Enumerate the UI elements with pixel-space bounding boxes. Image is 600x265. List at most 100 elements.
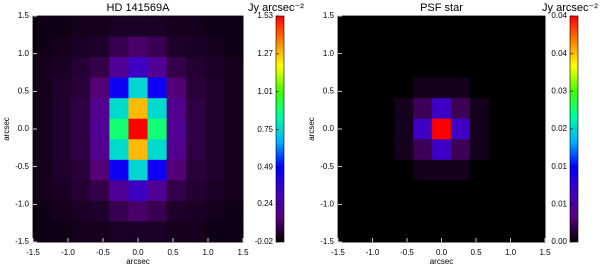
heatmap-cell: [413, 57, 433, 79]
heatmap-cell: [394, 118, 414, 140]
heatmap-cell: [223, 98, 244, 120]
heatmap-cell: [394, 221, 414, 243]
heatmap-cell: [432, 139, 452, 161]
heatmap-cell: [204, 139, 225, 161]
x-tick-label: 1.0: [202, 248, 214, 257]
x-tick-label: 0.0: [132, 248, 144, 257]
heatmap-cell: [128, 200, 148, 222]
y-tick-label: 0.0: [18, 124, 30, 133]
heatmap-cell: [223, 221, 244, 243]
heatmap-cell: [128, 139, 148, 161]
x-tick-label: 1.5: [237, 248, 249, 257]
heatmap-cell: [356, 98, 377, 120]
heatmap-cell: [450, 98, 471, 120]
heatmap-cell: [33, 98, 53, 120]
heatmap-cell: [375, 57, 395, 79]
heatmap-cell: [147, 221, 168, 243]
heatmap-cell: [338, 77, 358, 99]
heatmap-cell: [166, 57, 187, 79]
heatmap-cell: [413, 200, 433, 222]
x-tick-label: -0.5: [400, 248, 414, 257]
heatmap-cell: [223, 200, 244, 222]
heatmap-cell: [394, 200, 414, 222]
heatmap-cell: [33, 221, 53, 243]
heatmap-cell: [52, 221, 72, 243]
heatmap-cell: [33, 57, 53, 79]
heatmap-cell: [109, 200, 129, 222]
heatmap-cell: [204, 98, 225, 120]
heatmap-cell: [185, 200, 206, 222]
heatmap-cell: [507, 180, 527, 202]
heatmap-cell: [526, 77, 546, 99]
heatmap-cell: [338, 221, 358, 243]
colorbar-label: Jy arcsec⁻²: [542, 2, 598, 14]
heatmap-cell: [33, 36, 53, 58]
heatmap-cell: [147, 159, 168, 181]
heatmap-cell: [109, 98, 129, 120]
y-tick-label: 0.5: [18, 86, 30, 95]
heatmap-cell: [52, 200, 72, 222]
heatmap-cell: [526, 118, 546, 140]
heatmap-cell: [147, 118, 168, 140]
heatmap-cell: [338, 139, 358, 161]
heatmap-cell: [469, 180, 489, 202]
heatmap-cell: [469, 221, 489, 243]
heatmap-cell: [507, 200, 527, 222]
heatmap-cell: [109, 180, 129, 202]
heatmap-cell: [128, 159, 148, 181]
heatmap-cell: [223, 180, 244, 202]
colorbar-tick-label: 1.01: [257, 87, 273, 96]
heatmap-cell: [52, 180, 72, 202]
heatmap-cell: [338, 159, 358, 181]
heatmap-cell: [128, 16, 148, 37]
heatmap-cell: [413, 77, 433, 99]
heatmap-cell: [71, 16, 91, 37]
heatmap-cell: [185, 159, 206, 181]
heatmap-cell: [450, 221, 471, 243]
heatmap-cell: [147, 16, 168, 37]
heatmap-cell: [52, 77, 72, 99]
heatmap-cell: [147, 57, 168, 79]
heatmap-cell: [469, 159, 489, 181]
heatmap-cell: [375, 200, 395, 222]
heatmap-cell: [166, 16, 187, 37]
x-tick-label: 1.5: [539, 248, 551, 257]
heatmap-cell: [394, 139, 414, 161]
heatmap-cell: [109, 77, 129, 99]
heatmap-cell: [90, 139, 110, 161]
heatmap-cell: [356, 159, 377, 181]
heatmap-cell: [413, 16, 433, 37]
y-tick-label: -0.5: [15, 162, 29, 171]
heatmap-cell: [507, 36, 527, 58]
heatmap-cell: [394, 77, 414, 99]
heatmap-cell: [450, 180, 471, 202]
heatmap-cell: [185, 118, 206, 140]
heatmap-cell: [432, 98, 452, 120]
x-tick-label: -1.0: [366, 248, 380, 257]
heatmap-cell: [166, 77, 187, 99]
heatmap-cell: [413, 159, 433, 181]
heatmap-cell: [204, 180, 225, 202]
heatmap-cell: [52, 98, 72, 120]
y-axis-label: arcsec: [307, 117, 316, 141]
heatmap-cell: [432, 16, 452, 37]
heatmap-cell: [109, 16, 129, 37]
heatmap-cell: [71, 159, 91, 181]
heatmap-cell: [90, 36, 110, 58]
heatmap-cell: [185, 139, 206, 161]
heatmap-cell: [33, 200, 53, 222]
heatmap-cell: [507, 159, 527, 181]
colorbar-tick-label: 0.01: [551, 162, 567, 171]
x-axis-label: arcsec: [126, 257, 150, 265]
heatmap-cell: [185, 98, 206, 120]
heatmap-cell: [128, 57, 148, 79]
heatmap-cell: [128, 36, 148, 58]
heatmap-cell: [488, 180, 508, 202]
heatmap-cell: [450, 16, 471, 37]
y-tick-label: -1.5: [15, 237, 29, 246]
heatmap-cell: [488, 98, 508, 120]
heatmap-cell: [52, 118, 72, 140]
heatmap-cell: [147, 36, 168, 58]
heatmap-cell: [356, 221, 377, 243]
